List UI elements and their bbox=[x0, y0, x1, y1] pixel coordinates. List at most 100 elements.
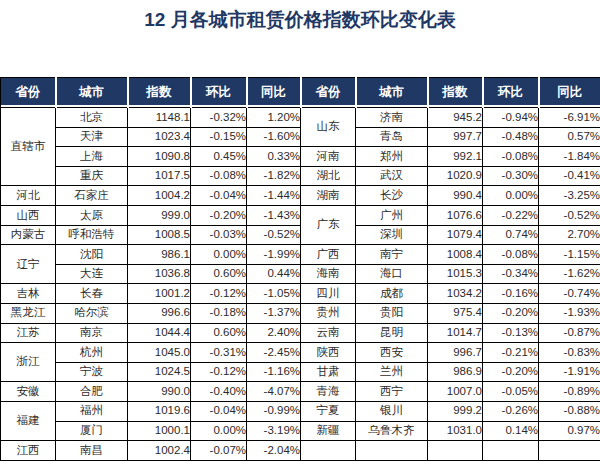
yoy-cell: -0.74% bbox=[539, 284, 600, 304]
index-cell: 1020.9 bbox=[428, 166, 483, 186]
mom-cell: -0.08% bbox=[483, 147, 539, 167]
table-row: 黑龙江哈尔滨996.6-0.18%-1.37%贵州贵阳975.4-0.20%-1… bbox=[1, 303, 600, 323]
table-row: 吉林长春1001.2-0.12%-1.05%四川成都1034.2-0.16%-0… bbox=[1, 284, 600, 304]
city-cell: 武汉 bbox=[356, 166, 428, 186]
header-city-left: 城市 bbox=[56, 78, 128, 108]
city-cell: 重庆 bbox=[56, 166, 128, 186]
city-cell: 呼和浩特 bbox=[56, 225, 128, 245]
province-cell: 福建 bbox=[1, 401, 56, 440]
mom-cell: -0.20% bbox=[191, 205, 247, 225]
header-index-right: 指数 bbox=[428, 78, 483, 108]
yoy-cell: -1.62% bbox=[539, 264, 600, 284]
header-yoy-left: 同比 bbox=[247, 78, 301, 108]
yoy-cell: -1.84% bbox=[539, 147, 600, 167]
yoy-cell: -1.60% bbox=[247, 127, 301, 147]
mom-cell: -0.26% bbox=[483, 401, 539, 421]
city-cell: 大连 bbox=[56, 264, 128, 284]
city-cell: 昆明 bbox=[356, 323, 428, 343]
yoy-cell: 2.40% bbox=[247, 323, 301, 343]
city-cell: 上海 bbox=[56, 147, 128, 167]
yoy-cell: -0.52% bbox=[539, 205, 600, 225]
mom-cell: -0.08% bbox=[191, 166, 247, 186]
mom-cell: 0.60% bbox=[191, 323, 247, 343]
mom-cell: -0.31% bbox=[191, 343, 247, 363]
mom-cell: -0.20% bbox=[483, 362, 539, 382]
index-cell: 1019.6 bbox=[128, 401, 191, 421]
index-cell: 1036.8 bbox=[128, 264, 191, 284]
mom-cell: 0.60% bbox=[191, 264, 247, 284]
mom-cell: -0.34% bbox=[483, 264, 539, 284]
city-cell: 沈阳 bbox=[56, 245, 128, 265]
index-cell: 1008.4 bbox=[428, 245, 483, 265]
mom-cell: -0.15% bbox=[191, 127, 247, 147]
header-yoy-right: 同比 bbox=[539, 78, 600, 108]
index-cell: 1076.6 bbox=[428, 205, 483, 225]
index-cell: 1024.5 bbox=[128, 362, 191, 382]
table-row: 江苏南京1044.40.60%2.40%云南昆明1014.7-0.13%-0.8… bbox=[1, 323, 600, 343]
city-cell: 太原 bbox=[56, 205, 128, 225]
index-cell: 1001.2 bbox=[128, 284, 191, 304]
yoy-cell: 0.57% bbox=[539, 127, 600, 147]
table-row: 安徽合肥990.0-0.40%-4.07%青海西宁1007.0-0.05%-0.… bbox=[1, 382, 600, 402]
province-cell: 海南 bbox=[301, 264, 356, 284]
city-cell: 合肥 bbox=[56, 382, 128, 402]
rental-price-index-table: 省份 城市 指数 环比 同比 省份 城市 指数 环比 同比 直辖市北京1148.… bbox=[0, 77, 600, 461]
table-row: 重庆1017.5-0.08%-1.82%湖北武汉1020.9-0.30%-0.4… bbox=[1, 166, 600, 186]
table-row: 江西南昌1002.4-0.07%-2.04% bbox=[1, 441, 600, 461]
yoy-cell: -1.16% bbox=[247, 362, 301, 382]
yoy-cell: -0.87% bbox=[539, 323, 600, 343]
table-row: 内蒙古呼和浩特1008.5-0.03%-0.52%深圳1079.40.74%2.… bbox=[1, 225, 600, 245]
yoy-cell: -1.91% bbox=[539, 362, 600, 382]
index-cell: 1017.5 bbox=[128, 166, 191, 186]
yoy-cell: -0.41% bbox=[539, 166, 600, 186]
index-cell: 990.4 bbox=[428, 186, 483, 206]
mom-cell: -0.04% bbox=[191, 401, 247, 421]
table-row: 宁波1024.5-0.12%-1.16%甘肃兰州986.9-0.20%-1.91… bbox=[1, 362, 600, 382]
yoy-cell: -4.07% bbox=[247, 382, 301, 402]
index-cell: 1008.5 bbox=[128, 225, 191, 245]
city-cell: 厦门 bbox=[56, 421, 128, 441]
province-cell: 黑龙江 bbox=[1, 303, 56, 323]
index-cell: 997.7 bbox=[428, 127, 483, 147]
province-cell: 陕西 bbox=[301, 343, 356, 363]
index-cell: 986.1 bbox=[128, 245, 191, 265]
header-province-right: 省份 bbox=[301, 78, 356, 108]
mom-cell: -0.48% bbox=[483, 127, 539, 147]
province-cell: 宁夏 bbox=[301, 401, 356, 421]
yoy-cell: -1.82% bbox=[247, 166, 301, 186]
yoy-cell: -6.91% bbox=[539, 108, 600, 128]
table-row: 辽宁沈阳986.10.00%-1.99%广西南宁1008.4-0.08%-1.1… bbox=[1, 245, 600, 265]
mom-cell: -0.16% bbox=[483, 284, 539, 304]
mom-cell: 0.00% bbox=[191, 421, 247, 441]
mom-cell: -0.13% bbox=[483, 323, 539, 343]
index-cell bbox=[428, 441, 483, 461]
city-cell: 广州 bbox=[356, 205, 428, 225]
yoy-cell: 0.33% bbox=[247, 147, 301, 167]
city-cell: 成都 bbox=[356, 284, 428, 304]
mom-cell: 0.45% bbox=[191, 147, 247, 167]
yoy-cell: 2.70% bbox=[539, 225, 600, 245]
province-cell: 湖南 bbox=[301, 186, 356, 206]
mom-cell: 0.74% bbox=[483, 225, 539, 245]
header-mom-left: 环比 bbox=[191, 78, 247, 108]
mom-cell: -0.05% bbox=[483, 382, 539, 402]
yoy-cell: 0.97% bbox=[539, 421, 600, 441]
city-cell bbox=[356, 441, 428, 461]
index-cell: 1031.0 bbox=[428, 421, 483, 441]
city-cell: 海口 bbox=[356, 264, 428, 284]
yoy-cell: -0.83% bbox=[539, 343, 600, 363]
mom-cell: -0.20% bbox=[483, 303, 539, 323]
mom-cell: -0.21% bbox=[483, 343, 539, 363]
index-cell: 1000.1 bbox=[128, 421, 191, 441]
yoy-cell: -1.44% bbox=[247, 186, 301, 206]
yoy-cell: 1.20% bbox=[247, 108, 301, 128]
province-cell: 山西 bbox=[1, 205, 56, 225]
mom-cell: 0.00% bbox=[191, 245, 247, 265]
yoy-cell: -3.19% bbox=[247, 421, 301, 441]
yoy-cell: 0.44% bbox=[247, 264, 301, 284]
mom-cell: -0.40% bbox=[191, 382, 247, 402]
yoy-cell: -1.05% bbox=[247, 284, 301, 304]
province-cell: 浙江 bbox=[1, 343, 56, 382]
province-cell: 湖北 bbox=[301, 166, 356, 186]
mom-cell: -0.04% bbox=[191, 186, 247, 206]
